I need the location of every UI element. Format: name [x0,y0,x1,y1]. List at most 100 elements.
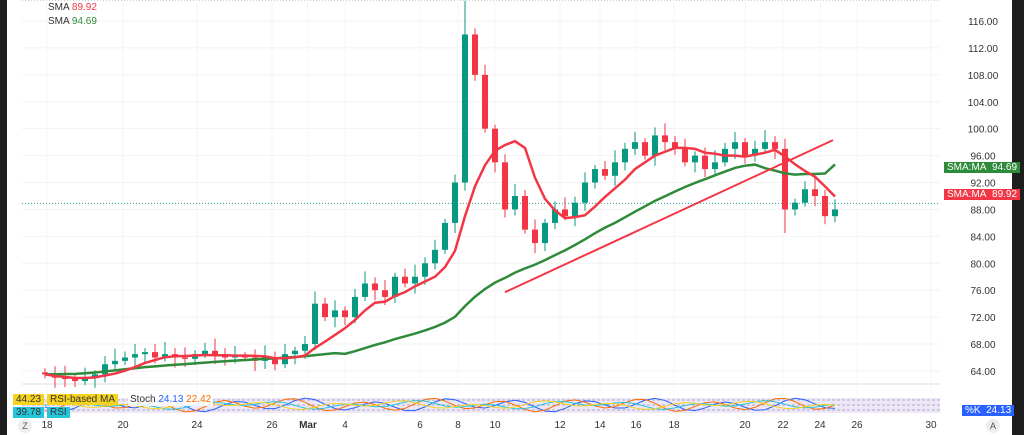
stoch-label: Stoch [130,394,156,405]
y-tick-label: 92.00 [970,179,995,190]
candle-body [312,303,318,345]
y-tick-label: 64.00 [970,367,995,378]
candle-body [612,162,618,176]
x-tick-label: 6 [417,420,423,431]
candle-body [582,182,588,203]
y-tick-label: 112.00 [968,44,998,55]
x-tick-label: 20 [739,420,751,431]
tag-value: 94.69 [992,162,1018,173]
x-tick-label: 12 [554,420,566,431]
candle-body [442,222,448,250]
y-tick-label: 108.00 [968,71,999,82]
candle-body [532,229,538,244]
candle-body [292,350,298,355]
legend-label: SMA [48,16,70,27]
timezone-button[interactable]: Z [18,419,32,433]
candle-body [502,162,508,210]
legend-value: 89.92 [71,2,97,13]
candle-body [782,148,788,210]
y-tick-label: 116.00 [968,17,998,28]
candle-body [832,209,838,217]
x-tick-label: 24 [191,420,203,431]
tag-label: SMA:MA [947,189,987,200]
candle-body [692,155,698,163]
candle-body [402,276,408,284]
candle-body [772,142,778,149]
candle-body [602,169,608,176]
stoch-d: 22.42 [186,394,212,405]
candle-body [62,377,68,380]
candle-body [432,249,438,264]
x-tick-label: 18 [668,420,680,431]
x-tick-label: 26 [266,420,278,431]
rsi-ma-label-tag: RSI-based MA [47,394,119,405]
candle-body [462,34,468,183]
candle-body [742,142,748,156]
k-value: 24.13 [986,405,1012,416]
y-tick-label: 88.00 [970,205,995,216]
candle-body [562,209,568,217]
auto-scale-button[interactable]: A [986,419,1000,433]
y-tick-label: 72.00 [970,313,995,324]
candle-body [102,364,108,375]
rsi-value-tag: 39.78 [13,407,45,418]
x-tick-label: 24 [814,420,826,431]
x-tick-label: 4 [342,420,348,431]
candle-body [572,202,578,217]
y-tick-label: 84.00 [970,232,995,243]
window-edge-right [1012,0,1024,435]
tag-value: 89.92 [992,189,1018,200]
candle-body [592,169,598,183]
candle-body [392,276,398,297]
candle-body [322,303,328,318]
y-tick-label: 80.00 [970,259,995,270]
candle-body [162,354,168,358]
window-edge-left [0,0,7,435]
candle-body [512,195,518,210]
candle-body [642,142,648,156]
x-tick-label: 10 [489,420,501,431]
candle-body [142,352,148,355]
k-label: %K [965,405,981,416]
candle-body [382,290,388,297]
candle-body [372,283,378,291]
y-tick-label: 76.00 [970,286,995,297]
trendline [504,139,834,294]
x-tick-label: 14 [594,420,606,431]
candle-body [652,135,658,156]
candle-body [802,189,808,203]
x-tick-label: 30 [925,420,937,431]
candle-body [622,148,628,163]
sma-red-line [44,139,836,380]
candle-body [352,296,358,318]
candle-body [822,195,828,217]
candle-body [422,263,428,277]
x-tick-label: 20 [117,420,129,431]
candle-body [92,374,98,378]
stoch-k: 24.13 [158,394,184,405]
candle-body [302,344,308,351]
candle-body [122,357,128,361]
candle-body [342,310,348,318]
candle-body [182,357,188,359]
candle-body [212,350,218,355]
candle-body [82,377,88,382]
legend-label: SMA [48,2,70,13]
candle-body [662,135,668,143]
stoch-legend: Stoch 24.13 22.42 [128,394,214,406]
y-tick-label: 104.00 [968,98,999,109]
candle-body [682,148,688,163]
candle-body [712,162,718,170]
x-tick-label: Mar [299,420,317,431]
candle-body [792,202,798,210]
candle-body [72,379,78,382]
candle-body [482,74,488,129]
y-tick-label: 100.00 [968,125,999,136]
candle-body [672,142,678,149]
candle-body [702,155,708,170]
tag-label: SMA:MA [947,162,987,173]
x-tick-label: 8 [455,420,461,431]
candle-body [752,148,758,156]
candle-body [332,310,338,318]
